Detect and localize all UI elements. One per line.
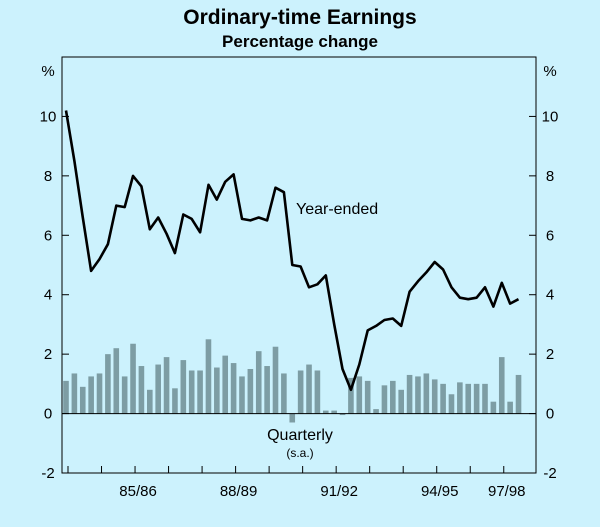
quarterly-bar xyxy=(155,364,161,414)
quarterly-bar xyxy=(289,413,296,423)
x-tick-label: 97/98 xyxy=(488,483,526,500)
quarterly-bar xyxy=(197,370,203,414)
quarterly-bar xyxy=(322,410,329,414)
y-tick-label-left: 10 xyxy=(40,108,57,125)
x-tick-label: 94/95 xyxy=(421,483,459,500)
quarterly-bar xyxy=(172,388,178,414)
quarterly-bar xyxy=(247,369,254,414)
quarterly-bar xyxy=(188,370,195,414)
quarterly-bar xyxy=(63,380,69,414)
y-tick-label-left: 4 xyxy=(44,287,52,304)
quarterly-bar xyxy=(415,376,421,414)
quarterly-bar xyxy=(147,389,153,414)
y-tick-label-right: 8 xyxy=(546,168,554,185)
quarterly-bar xyxy=(398,389,404,414)
quarterly-bar xyxy=(79,386,86,414)
quarterly-bar xyxy=(356,376,363,414)
quarterly-bar xyxy=(239,376,245,414)
plot-frame xyxy=(61,56,537,474)
y-tick-label-right: 6 xyxy=(546,227,554,244)
quarterly-bar xyxy=(490,401,497,414)
axis-ticks: -2 -2 0 0 2 2 4 4 6 6 8 8 10 10 85/86 88/89 91/92 94/95 97… xyxy=(40,108,559,500)
quarterly-bar xyxy=(339,413,346,416)
quarterly-bar xyxy=(214,367,220,414)
quarterly-bar xyxy=(272,346,279,414)
y-tick-label-right: 4 xyxy=(546,287,554,304)
quarterly-bar xyxy=(180,360,187,414)
quarterly-bar xyxy=(264,366,270,414)
y-tick-label-right: 2 xyxy=(546,346,554,363)
y-tick-label-left: 6 xyxy=(44,227,52,244)
quarterly-bar xyxy=(390,380,396,414)
y-tick-label-left: 2 xyxy=(44,346,52,363)
quarterly-bar xyxy=(138,366,145,414)
quarterly-bar xyxy=(465,383,472,414)
y-tick-label-right: -2 xyxy=(543,465,556,482)
quarterly-bar xyxy=(440,383,446,414)
quarterly-bar xyxy=(406,374,413,414)
quarterly-bar xyxy=(331,410,337,414)
quarterly-bar xyxy=(381,385,388,414)
year-ended-line xyxy=(64,110,520,392)
quarterly-bar xyxy=(71,373,78,414)
quarterly-bar xyxy=(205,339,212,414)
quarterly-bar xyxy=(431,379,438,414)
quarterly-bar xyxy=(230,363,237,414)
left-unit-label: % xyxy=(41,63,54,80)
quarterly-bar xyxy=(297,370,304,414)
quarterly-bar xyxy=(163,357,170,414)
x-tick-label: 88/89 xyxy=(220,483,258,500)
x-tick-label: 85/86 xyxy=(119,483,157,500)
quarterly-bar xyxy=(121,376,128,414)
y-tick-label-left: -2 xyxy=(41,465,54,482)
x-tick-label: 91/92 xyxy=(320,483,358,500)
y-tick-label-right: 10 xyxy=(542,108,559,125)
year-ended-label: Year-ended xyxy=(296,201,378,218)
y-tick-label-right: 0 xyxy=(546,406,554,423)
quarterly-bar xyxy=(314,370,321,414)
quarterly-bar xyxy=(423,373,430,414)
right-unit-label: % xyxy=(543,63,556,80)
quarterly-bar xyxy=(515,374,522,414)
quarterly-bar xyxy=(348,377,354,414)
quarterly-note: (s.a.) xyxy=(286,446,313,460)
quarterly-bar xyxy=(457,382,463,414)
quarterly-bars xyxy=(63,339,522,423)
quarterly-label: Quarterly xyxy=(267,427,333,444)
quarterly-bar xyxy=(88,376,94,414)
chart-subtitle: Percentage change xyxy=(222,32,378,51)
quarterly-bar xyxy=(96,373,103,414)
y-tick-label-left: 8 xyxy=(44,168,52,185)
quarterly-bar xyxy=(498,357,505,414)
y-tick-label-left: 0 xyxy=(44,406,52,423)
quarterly-bar xyxy=(373,409,379,414)
chart-title: Ordinary-time Earnings xyxy=(183,6,416,29)
quarterly-bar xyxy=(507,401,513,414)
quarterly-bar xyxy=(281,373,287,414)
quarterly-bar xyxy=(255,351,262,414)
quarterly-bar xyxy=(482,383,488,414)
quarterly-bar xyxy=(306,364,312,414)
quarterly-bar xyxy=(448,394,455,414)
quarterly-bar xyxy=(222,355,229,414)
quarterly-bar xyxy=(105,354,111,414)
quarterly-bar xyxy=(364,380,371,414)
quarterly-bar xyxy=(113,348,120,414)
quarterly-bar xyxy=(473,383,480,414)
quarterly-bar xyxy=(130,343,136,414)
